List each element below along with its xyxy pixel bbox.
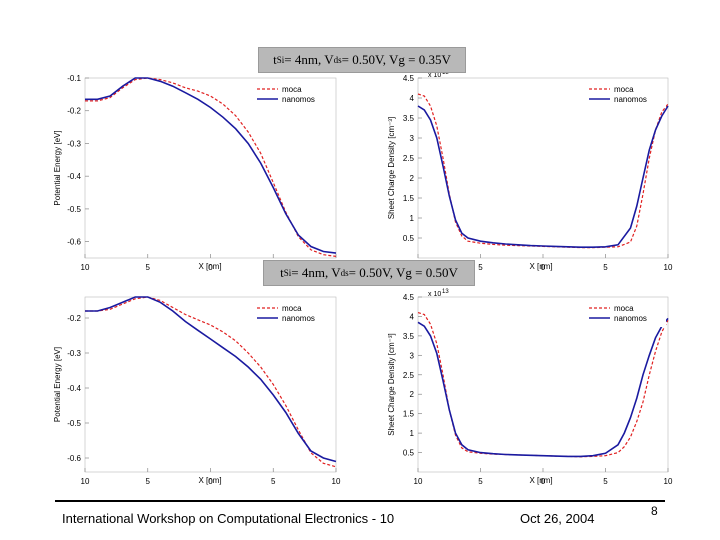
x-tick-label: 5 [271, 477, 276, 486]
series-line-nanomos [417, 317, 669, 458]
x-tick-label: 5 [478, 477, 483, 486]
x-tick-label: 5 [146, 263, 151, 272]
legend-label-moca: moca [282, 85, 302, 94]
footer-workshop-title: International Workshop on Computational … [62, 511, 395, 526]
y-tick-label: 1.5 [403, 410, 415, 419]
y-tick-label: 2.5 [403, 154, 415, 163]
banner-text-part: t [273, 52, 277, 67]
banner-text-part: = 4nm, V [284, 52, 334, 67]
y-tick-label: 2 [410, 174, 415, 183]
x-tick-label: 5 [603, 477, 608, 486]
series-line-moca [417, 312, 669, 458]
x-axis-label: X [nm] [529, 476, 552, 485]
legend-label-nanomos: nanomos [282, 314, 315, 323]
banner-text-part: = 0.50V, Vg = 0.35V [341, 52, 451, 67]
y-tick-label: -0.4 [67, 172, 81, 181]
x-tick-label: 10 [332, 477, 341, 486]
chart-2: 10 5 0 5 10 -0.2 -0.3 -0.4 -0.5 -0.6 X [nm] Potenti… [53, 296, 341, 486]
x-tick-label: 0 [541, 263, 546, 272]
x-axis-label: X [nm] [198, 262, 221, 271]
y-axis-label: Sheet Charge Density [cm⁻³] [387, 117, 396, 219]
series-line-moca [417, 93, 669, 249]
y-tick-label: -0.6 [67, 238, 81, 247]
x-tick-label: 5 [478, 263, 483, 272]
legend-box [254, 80, 334, 108]
x-axis-label: X [nm] [198, 476, 221, 485]
legend-label-nanomos: nanomos [282, 95, 315, 104]
legend-box [586, 80, 666, 108]
y-tick-label: 3 [410, 351, 415, 360]
y-axis-label: Potential Energy [eV] [53, 347, 62, 422]
axis-multiplier: x 10 [428, 72, 441, 79]
legend-label-moca: moca [614, 85, 634, 94]
y-tick-label: -0.2 [67, 314, 81, 323]
y-tick-label: 1.5 [403, 194, 415, 203]
banner-text-part: = 4nm, V [291, 265, 341, 280]
x-tick-label: 10 [81, 263, 90, 272]
y-tick-label: 0.5 [403, 234, 415, 243]
y-axis-label: Sheet Charge Density [cm⁻³] [387, 333, 396, 435]
y-tick-label: 4 [410, 94, 415, 103]
x-tick-label: 10 [414, 477, 423, 486]
y-axis-label: Potential Energy [eV] [53, 130, 62, 205]
x-tick-label: 10 [664, 263, 673, 272]
legend-box [586, 299, 666, 327]
chart-3: 10 5 0 5 10 0.5 1 1.5 2 2.5 3 3.5 4 4.5 X [nm] Sheet Ch… [387, 289, 673, 486]
y-tick-label: 4 [410, 312, 415, 321]
y-tick-label: -0.6 [67, 454, 81, 463]
x-tick-label: 5 [146, 477, 151, 486]
x-tick-label: 0 [541, 477, 546, 486]
y-tick-label: 0.5 [403, 449, 415, 458]
banner-text-part: = 0.50V, Vg = 0.50V [348, 265, 458, 280]
axis-multiplier-exponent: 13 [442, 70, 449, 76]
banner-text-part: Si [276, 55, 285, 65]
y-tick-label: -0.1 [67, 74, 81, 83]
y-tick-label: 1 [410, 429, 415, 438]
y-tick-label: 3 [410, 134, 415, 143]
banner-text-part: ds [333, 55, 342, 65]
legend-label-moca: moca [614, 304, 634, 313]
banner-text-part: t [280, 265, 284, 280]
y-tick-label: -0.5 [67, 205, 81, 214]
x-tick-label: 0 [208, 477, 213, 486]
banner-text-part: ds [340, 268, 349, 278]
y-tick-label: -0.3 [67, 349, 81, 358]
y-tick-label: 2.5 [403, 371, 415, 380]
y-tick-label: -0.4 [67, 384, 81, 393]
series-line-nanomos [417, 105, 669, 248]
y-tick-label: 3.5 [403, 332, 415, 341]
series-line-nanomos [85, 296, 337, 463]
series-line-moca [85, 77, 337, 257]
y-tick-label: -0.5 [67, 419, 81, 428]
y-tick-label: 4.5 [403, 293, 415, 302]
x-tick-label: 10 [81, 477, 90, 486]
x-tick-label: 0 [208, 263, 213, 272]
y-tick-label: 4.5 [403, 74, 415, 83]
footer-divider [55, 500, 665, 502]
axis-multiplier-exponent: 13 [442, 289, 449, 295]
legend-label-moca: moca [282, 304, 302, 313]
axis-multiplier: x 10 [428, 291, 441, 298]
legend-box [254, 299, 334, 327]
series-line-nanomos [85, 77, 337, 254]
y-tick-label: 3.5 [403, 114, 415, 123]
x-tick-label: 10 [664, 477, 673, 486]
y-tick-label: -0.2 [67, 107, 81, 116]
y-tick-label: 1 [410, 214, 415, 223]
x-tick-label: 5 [603, 263, 608, 272]
legend-label-nanomos: nanomos [614, 95, 647, 104]
x-axis-label: X [nm] [529, 262, 552, 271]
legend-label-nanomos: nanomos [614, 314, 647, 323]
y-tick-label: 2 [410, 390, 415, 399]
banner-text-part: Si [283, 268, 292, 278]
page-number: 8 [651, 504, 658, 518]
footer-date: Oct 26, 2004 [520, 511, 595, 526]
y-tick-label: -0.3 [67, 139, 81, 148]
